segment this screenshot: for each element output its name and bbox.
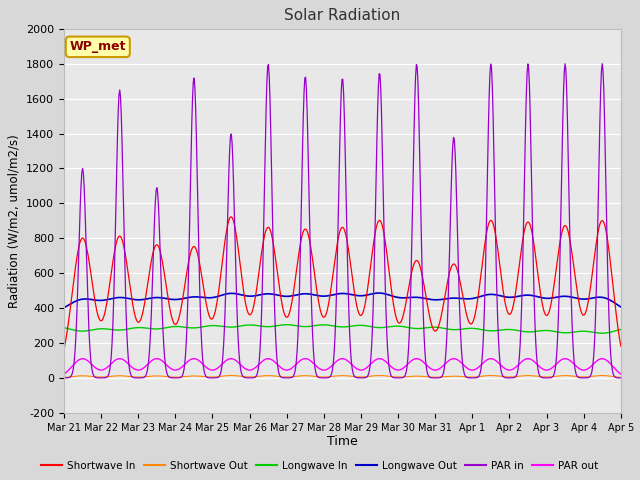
PAR out: [617, 371, 625, 377]
PAR out: [214, 365, 221, 371]
Shortwave In: [214, 297, 221, 303]
Shortwave Out: [184, 373, 192, 379]
Line: Shortwave Out: Shortwave Out: [64, 375, 621, 377]
PAR out: [184, 359, 192, 364]
PAR in: [184, 294, 192, 300]
Longwave In: [617, 326, 625, 332]
Line: Longwave In: Longwave In: [64, 324, 621, 333]
Y-axis label: Radiation (W/m2, umol/m2/s): Radiation (W/m2, umol/m2/s): [8, 134, 20, 308]
Shortwave Out: [70, 373, 78, 379]
Shortwave In: [617, 343, 625, 349]
Line: PAR in: PAR in: [64, 64, 621, 378]
Longwave Out: [375, 290, 383, 296]
Longwave In: [428, 324, 435, 330]
Longwave In: [283, 322, 291, 327]
PAR in: [426, 375, 434, 381]
PAR in: [214, 375, 221, 381]
PAR out: [426, 365, 434, 371]
Longwave In: [70, 327, 78, 333]
Shortwave In: [428, 320, 435, 326]
PAR in: [410, 130, 418, 135]
Shortwave In: [70, 275, 78, 281]
Longwave In: [184, 325, 192, 331]
PAR in: [60, 375, 68, 381]
Longwave Out: [411, 294, 419, 300]
Line: Longwave Out: Longwave Out: [64, 293, 621, 308]
Longwave In: [60, 325, 68, 331]
X-axis label: Time: Time: [327, 435, 358, 448]
PAR in: [617, 375, 625, 381]
Shortwave Out: [411, 373, 419, 379]
PAR out: [60, 371, 68, 377]
Title: Solar Radiation: Solar Radiation: [284, 9, 401, 24]
Longwave In: [214, 323, 221, 329]
Line: PAR out: PAR out: [64, 359, 621, 374]
Longwave Out: [214, 294, 221, 300]
Shortwave Out: [214, 374, 221, 380]
Shortwave In: [60, 347, 68, 352]
PAR out: [561, 356, 569, 361]
Longwave Out: [617, 304, 625, 310]
Longwave Out: [428, 297, 435, 302]
Longwave In: [411, 325, 419, 331]
Text: WP_met: WP_met: [70, 40, 126, 53]
Longwave Out: [70, 299, 78, 305]
Shortwave Out: [227, 372, 235, 378]
Shortwave Out: [127, 374, 135, 380]
PAR in: [598, 61, 606, 67]
Shortwave In: [184, 263, 192, 268]
Legend: Shortwave In, Shortwave Out, Longwave In, Longwave Out, PAR in, PAR out: Shortwave In, Shortwave Out, Longwave In…: [37, 456, 603, 475]
Shortwave In: [227, 214, 235, 220]
PAR out: [410, 356, 418, 362]
Shortwave In: [411, 259, 419, 265]
Shortwave Out: [617, 374, 625, 380]
Longwave In: [598, 330, 606, 336]
Longwave Out: [184, 295, 192, 300]
Longwave Out: [127, 296, 135, 302]
PAR out: [127, 364, 135, 370]
Shortwave Out: [428, 374, 435, 380]
Longwave In: [127, 325, 135, 331]
Line: Shortwave In: Shortwave In: [64, 217, 621, 349]
Shortwave Out: [60, 374, 68, 380]
PAR in: [70, 360, 78, 365]
PAR in: [127, 373, 135, 379]
Shortwave In: [127, 293, 135, 299]
Longwave Out: [60, 305, 68, 311]
PAR out: [70, 361, 78, 367]
